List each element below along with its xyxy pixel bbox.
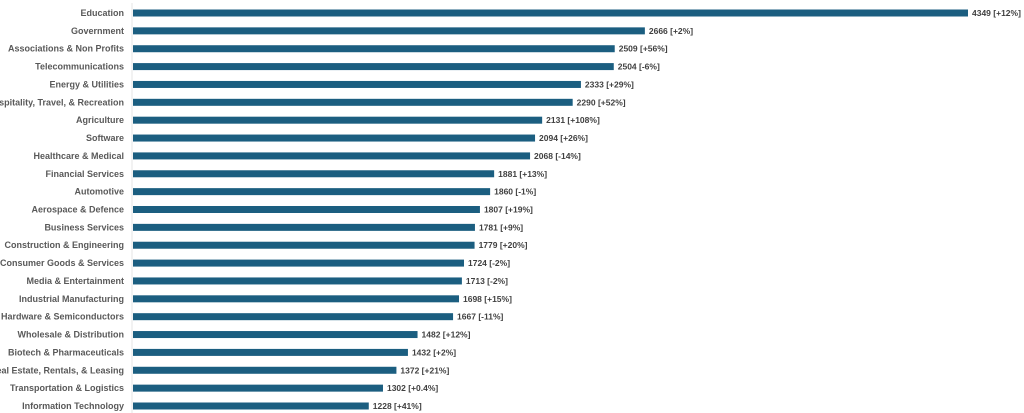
category-label: Government: [71, 26, 124, 36]
data-label: 1881 [+13%]: [498, 169, 547, 179]
bar: [133, 80, 581, 88]
bar: [133, 313, 454, 321]
bar: [133, 295, 460, 303]
data-label: 1724 [-2%]: [468, 258, 510, 268]
category-label: Industrial Manufacturing: [19, 294, 124, 304]
category-label: Energy & Utilities: [49, 79, 124, 89]
data-label: 1860 [-1%]: [494, 187, 536, 197]
data-label: 1779 [+20%]: [479, 240, 528, 250]
bar: [133, 277, 462, 285]
bar: [133, 63, 614, 71]
category-label: Business Services: [44, 222, 124, 232]
bar: [133, 241, 475, 249]
data-label: 1482 [+12%]: [422, 330, 471, 340]
category-label: Education: [80, 8, 124, 18]
category-label: Software: [86, 133, 124, 143]
data-label: 1432 [+2%]: [412, 347, 456, 357]
data-label: 1372 [+21%]: [400, 365, 449, 375]
category-label: Associations & Non Profits: [8, 44, 124, 54]
bar: [133, 152, 531, 160]
category-label: Construction & Engineering: [4, 240, 124, 250]
bar: [133, 402, 369, 410]
data-label: 1228 [+41%]: [373, 401, 422, 411]
category-label: Aerospace & Defence: [31, 205, 124, 215]
bar: [133, 116, 543, 124]
category-label: Agriculture: [76, 115, 124, 125]
bar: [133, 259, 465, 267]
bar: [133, 331, 418, 339]
data-label: 2068 [-14%]: [534, 151, 581, 161]
category-label: Hardware & Semiconductors: [1, 312, 124, 322]
bar: [133, 348, 408, 356]
bar: [133, 223, 475, 231]
category-label: Hospitality, Travel, & Recreation: [0, 97, 124, 107]
data-label: 2504 [-6%]: [618, 62, 660, 72]
bar: [133, 384, 383, 392]
category-label: Healthcare & Medical: [33, 151, 124, 161]
data-label: 1807 [+19%]: [484, 205, 533, 215]
category-label: Information Technology: [22, 401, 124, 411]
bar: [133, 170, 495, 178]
category-label: Real Estate, Rentals, & Leasing: [0, 365, 124, 375]
data-label: 2131 [+108%]: [546, 115, 600, 125]
category-label: Telecommunications: [35, 62, 124, 72]
bar: [133, 366, 397, 374]
data-label: 2290 [+52%]: [577, 97, 626, 107]
bar: [133, 9, 968, 17]
data-label: 1667 [-11%]: [457, 312, 503, 322]
category-label: Automotive: [75, 187, 125, 197]
category-label: Media & Entertainment: [26, 276, 124, 286]
data-label: 4349 [+12%]: [972, 8, 1021, 18]
bar: [133, 45, 615, 53]
data-label: 2509 [+56%]: [619, 44, 668, 54]
bar: [133, 27, 645, 35]
category-label: Transportation & Logistics: [10, 383, 124, 393]
bar: [133, 188, 491, 196]
category-label: Financial Services: [45, 169, 124, 179]
data-label: 2333 [+29%]: [585, 79, 634, 89]
data-label: 1713 [-2%]: [466, 276, 508, 286]
bar: [133, 206, 480, 213]
data-label: 2666 [+2%]: [649, 26, 693, 36]
data-label: 1781 [+9%]: [479, 222, 523, 232]
category-label: Biotech & Pharmaceuticals: [8, 347, 124, 357]
bar: [133, 134, 536, 142]
category-label: Consumer Goods & Services: [0, 258, 124, 268]
category-label: Wholesale & Distribution: [17, 330, 124, 340]
data-label: 1302 [+0.4%]: [387, 383, 438, 393]
data-label: 1698 [+15%]: [463, 294, 512, 304]
bar: [133, 98, 573, 106]
data-label: 2094 [+26%]: [539, 133, 588, 143]
